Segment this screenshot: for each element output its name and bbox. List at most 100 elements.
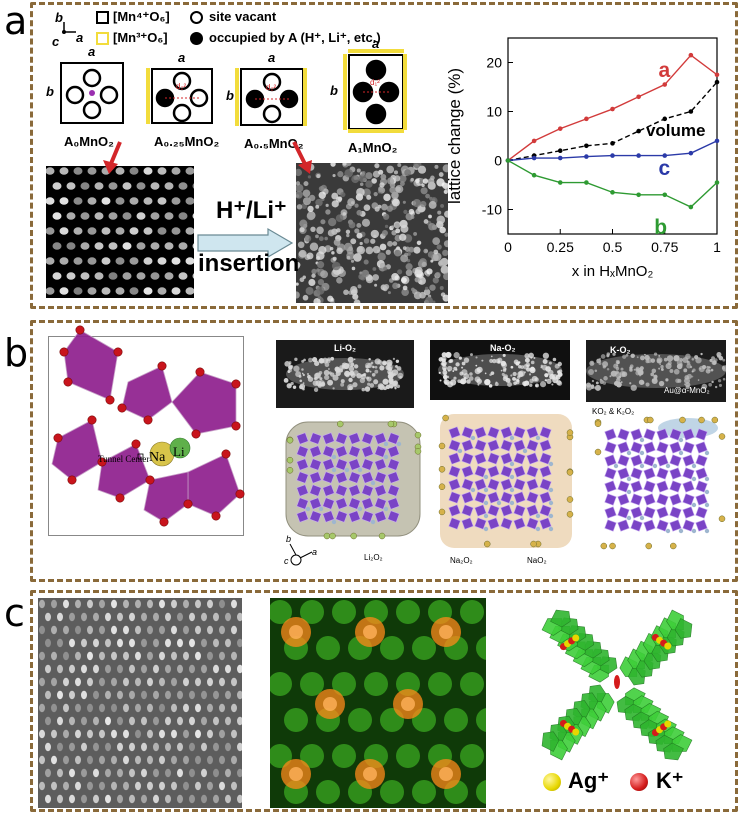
tunnel-ion	[678, 528, 684, 534]
cell-a-label: a	[372, 36, 380, 51]
atom-column	[147, 651, 153, 661]
eds-green-spot	[300, 672, 324, 696]
atom-column	[389, 182, 396, 188]
mno6-unit	[643, 506, 656, 519]
tunnel-ion	[613, 463, 619, 469]
tem-particle	[501, 372, 505, 376]
eds-orange-core	[401, 697, 415, 711]
tem-particle	[528, 352, 534, 359]
surface-particle	[438, 483, 446, 490]
atom-column	[87, 755, 93, 765]
atom-column	[327, 295, 334, 302]
atom-column	[402, 246, 407, 250]
atom-column	[178, 212, 188, 220]
atom-column	[359, 241, 363, 246]
atom-column	[101, 287, 111, 295]
tunnel-frame	[48, 336, 244, 536]
tunnel-ion	[691, 528, 697, 534]
ag-ion	[572, 634, 580, 642]
mno6-unit	[335, 445, 348, 458]
mno6-unit	[669, 428, 682, 441]
atom-column	[183, 677, 189, 687]
tem-particle	[288, 365, 293, 370]
atom-column	[225, 664, 231, 674]
mno6-unit	[487, 478, 500, 491]
tem-particle	[379, 365, 385, 371]
atom-column	[94, 212, 104, 220]
tem-particle	[383, 386, 388, 391]
mno6-unit	[630, 467, 643, 480]
tem-particle	[658, 354, 661, 357]
tem-particle	[294, 357, 298, 362]
atom-column	[347, 198, 356, 207]
atom-column	[52, 242, 62, 250]
cell-b-label: b	[330, 83, 338, 98]
structure-name-0: A₀MnO₂	[64, 134, 114, 149]
atom-column	[171, 703, 177, 713]
tunnel-ion	[483, 526, 489, 532]
surface-particle	[414, 448, 422, 455]
data-point-volume	[662, 116, 668, 122]
atom-column	[129, 257, 139, 265]
atom-column	[296, 184, 304, 193]
oxygen-atom	[231, 379, 241, 389]
tem-particle	[675, 378, 680, 384]
atom-column	[185, 257, 194, 265]
mno6-unit	[474, 452, 487, 465]
tem-particle	[700, 352, 703, 356]
atom-column	[189, 716, 195, 726]
mno6-unit	[604, 467, 617, 480]
atom-column	[117, 664, 123, 674]
legend-vacant-label: site vacant	[209, 9, 277, 24]
tem-particle	[659, 363, 661, 365]
atom-column	[189, 690, 195, 700]
atom-column	[438, 259, 446, 267]
surface-particle	[718, 515, 726, 523]
octahedra-arm	[616, 687, 693, 761]
atom-column	[122, 212, 132, 220]
atom-column	[343, 289, 349, 296]
atom-column	[207, 729, 213, 739]
atom-column	[150, 272, 160, 280]
mno6-unit	[513, 504, 526, 517]
atom-column	[387, 240, 393, 247]
mno6-unit	[539, 491, 552, 504]
atom-column	[428, 223, 436, 231]
series-line-b	[507, 159, 718, 208]
atom-column	[171, 781, 177, 791]
mno6-unit	[448, 504, 461, 517]
tem-particle	[313, 387, 319, 392]
atom-column	[397, 163, 402, 168]
atom-column	[430, 175, 435, 181]
atom-column	[117, 794, 123, 804]
atom-column	[213, 716, 219, 726]
surface-particle	[647, 416, 654, 424]
tem-particle	[469, 372, 473, 376]
tem-particle	[616, 381, 622, 388]
atom-column	[183, 703, 189, 713]
atom-column	[402, 285, 408, 291]
tem-particle	[330, 356, 335, 361]
atom-column	[415, 178, 420, 184]
atom-column	[66, 182, 76, 190]
atom-column	[157, 227, 167, 235]
atom-column	[81, 794, 87, 804]
mno6-unit	[500, 478, 513, 491]
mno6-unit	[474, 439, 487, 452]
tunnel-ion	[548, 500, 554, 506]
d-spacing-label: d₂²	[176, 82, 187, 91]
atom-column	[351, 175, 360, 184]
atom-column	[318, 236, 324, 242]
mno6-unit	[526, 426, 539, 439]
atom-column	[136, 272, 146, 280]
atom-column	[45, 690, 51, 700]
atom-column	[195, 599, 201, 609]
atom-column	[436, 244, 442, 250]
tunnel-ion	[691, 502, 697, 508]
tem-particle	[667, 361, 672, 366]
tem-particle	[522, 381, 527, 386]
insertion-line2: insertion	[198, 250, 300, 277]
atom-column	[105, 794, 111, 804]
atom-column	[63, 599, 69, 609]
tem-particle	[615, 377, 621, 383]
